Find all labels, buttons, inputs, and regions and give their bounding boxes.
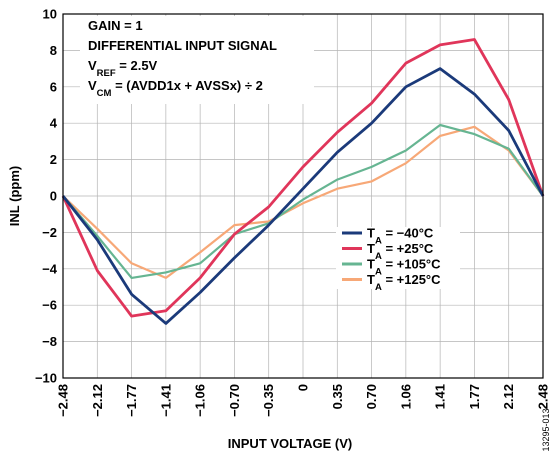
x-tick-label: −0.70 bbox=[227, 384, 242, 417]
legend-entry: TA = +25°C bbox=[342, 241, 434, 262]
y-tick-label: 8 bbox=[50, 43, 57, 58]
series-line-3 bbox=[62, 125, 544, 279]
series-line-2 bbox=[62, 123, 544, 279]
legend-label: TA = +105°C bbox=[367, 257, 441, 278]
legend-label: TA = −40°C bbox=[367, 226, 434, 247]
x-tick-label: −1.77 bbox=[124, 384, 139, 417]
y-tick-label: −4 bbox=[42, 261, 58, 276]
x-tick-label: 0 bbox=[296, 384, 311, 391]
conditions-annotation: GAIN = 1 DIFFERENTIAL INPUT SIGNAL VREF = … bbox=[80, 16, 314, 104]
legend-label: TA = +125°C bbox=[367, 272, 441, 293]
series-line-0 bbox=[61, 67, 545, 325]
x-axis-title: INPUT VOLTAGE (V) bbox=[228, 436, 352, 451]
y-tick-label: 6 bbox=[50, 79, 57, 94]
y-tick-label: −10 bbox=[35, 371, 57, 386]
annotation-background bbox=[80, 16, 314, 104]
legend-entry: TA = +125°C bbox=[342, 272, 441, 293]
y-tick-label: 10 bbox=[43, 7, 57, 22]
x-tick-label: −1.06 bbox=[193, 384, 208, 417]
y-tick-label: −2 bbox=[42, 225, 57, 240]
x-tick-label: 2.12 bbox=[501, 384, 516, 409]
plot-frame bbox=[62, 13, 544, 379]
series-lines bbox=[61, 38, 545, 325]
y-tick-label: 4 bbox=[50, 116, 58, 131]
y-tick-label: 0 bbox=[50, 189, 57, 204]
legend-entry: TA = −40°C bbox=[342, 226, 434, 247]
x-tick-label: −2.12 bbox=[90, 384, 105, 417]
y-axis-ticks: 10 8 6 4 2 0 −2 −4 −6 −8 −10 bbox=[35, 7, 58, 386]
y-tick-label: −6 bbox=[42, 298, 57, 313]
legend-entry: TA = +105°C bbox=[342, 257, 441, 278]
figure-id: 13295-013 bbox=[541, 408, 551, 451]
x-tick-label: 1.77 bbox=[467, 384, 482, 409]
annotation-line: DIFFERENTIAL INPUT SIGNAL bbox=[88, 38, 277, 53]
x-tick-label: −1.41 bbox=[158, 384, 173, 417]
x-tick-label: 1.41 bbox=[433, 384, 448, 409]
x-axis-ticks: −2.48 −2.12 −1.77 −1.41 −1.06 −0.70 −0.35 0 0.35… bbox=[56, 384, 551, 417]
series-line-1 bbox=[61, 38, 545, 318]
x-tick-label: −0.35 bbox=[261, 384, 276, 417]
x-tick-label: 2.48 bbox=[536, 384, 551, 409]
annotation-line: VREF = 2.5V bbox=[88, 58, 158, 79]
annotation-line: GAIN = 1 bbox=[88, 18, 143, 33]
annotation-line: VCM = (AVDD1x + AVSSx) ÷ 2 bbox=[88, 78, 263, 99]
x-tick-label: 0.70 bbox=[364, 384, 379, 409]
legend: TA = −40°CTA = +25°CTA = +105°CTA = +125… bbox=[336, 226, 460, 293]
y-axis-title: INL (ppm) bbox=[7, 166, 22, 226]
x-tick-label: 0.35 bbox=[330, 384, 345, 409]
x-tick-label: 1.06 bbox=[398, 384, 413, 409]
legend-label: TA = +25°C bbox=[367, 241, 434, 262]
y-tick-label: −8 bbox=[42, 334, 57, 349]
y-tick-label: 2 bbox=[50, 152, 57, 167]
x-tick-label: −2.48 bbox=[56, 384, 71, 417]
